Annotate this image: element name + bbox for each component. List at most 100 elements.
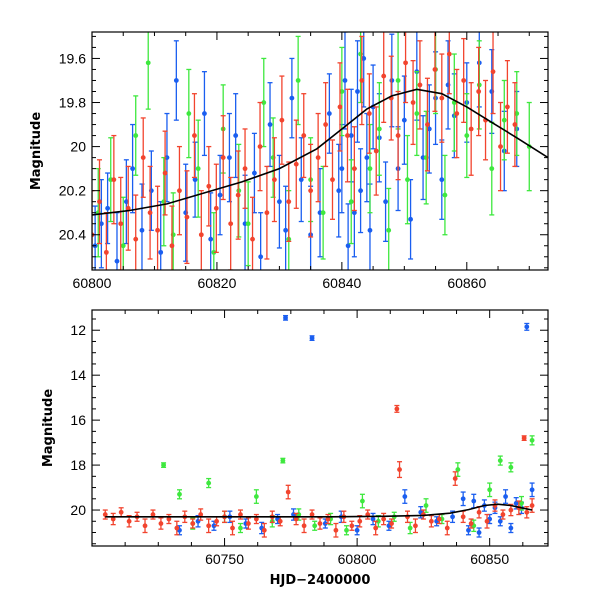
data-point xyxy=(455,467,461,472)
top-panel-zoomed-light-curve: 60800 60820 60840 60860 19.6 19.8 20 20.2 20.4 Ma… xyxy=(29,31,549,291)
data-point xyxy=(373,525,379,531)
data-point xyxy=(277,518,283,524)
data-point xyxy=(395,78,401,83)
data-point xyxy=(489,166,495,172)
data-point xyxy=(272,177,277,183)
y-tick-label: 18 xyxy=(70,457,86,473)
data-point xyxy=(158,521,164,526)
data-point xyxy=(428,518,434,524)
data-point xyxy=(252,170,257,176)
data-point xyxy=(130,166,136,172)
data-point xyxy=(466,527,471,533)
data-point xyxy=(158,249,164,255)
data-point xyxy=(242,166,248,172)
data-point xyxy=(145,60,151,66)
data-point xyxy=(120,243,126,249)
data-point xyxy=(407,525,413,531)
data-point xyxy=(336,188,342,194)
data-point xyxy=(357,518,363,524)
data-point xyxy=(283,315,288,321)
data-point xyxy=(402,494,408,499)
data-point xyxy=(186,111,192,116)
data-point xyxy=(233,133,239,138)
data-point xyxy=(103,249,109,255)
data-point xyxy=(358,188,364,194)
data-point xyxy=(361,56,367,61)
data-point xyxy=(206,523,212,529)
data-point xyxy=(330,177,335,183)
x-tick-label: 60840 xyxy=(322,275,361,291)
data-point xyxy=(105,205,111,211)
data-point xyxy=(214,518,220,524)
data-point xyxy=(198,232,204,238)
data-point xyxy=(125,205,131,211)
data-point xyxy=(323,122,329,127)
data-point xyxy=(114,258,120,264)
data-point xyxy=(217,192,223,198)
data-point xyxy=(471,498,477,504)
y-tick-label: 20.4 xyxy=(59,227,86,243)
data-point xyxy=(349,523,355,529)
y-tick-label: 19.8 xyxy=(59,95,86,111)
data-point xyxy=(123,199,129,205)
data-point xyxy=(322,521,328,526)
data-point xyxy=(413,523,418,529)
data-point xyxy=(309,512,315,517)
data-point xyxy=(452,476,458,481)
data-point xyxy=(195,166,201,172)
data-point xyxy=(235,192,241,198)
data-point xyxy=(512,122,518,127)
data-point xyxy=(342,78,348,83)
data-point xyxy=(238,512,243,517)
data-point xyxy=(464,133,470,138)
data-point xyxy=(206,480,212,486)
bottom-panel-full-light-curve: 60750 60800 60850 12 14 16 18 20 Magnitude HJD−24… xyxy=(41,309,549,588)
data-point xyxy=(389,521,394,526)
data-point xyxy=(529,437,535,443)
data-point xyxy=(366,111,372,116)
data-point xyxy=(355,89,360,94)
data-point xyxy=(500,512,506,517)
plot-area xyxy=(92,32,548,270)
data-point xyxy=(283,227,289,233)
data-point xyxy=(280,458,286,463)
data-point xyxy=(250,236,255,242)
data-point xyxy=(246,521,251,526)
data-point xyxy=(508,507,514,513)
data-point xyxy=(498,144,503,149)
data-point xyxy=(513,500,519,506)
data-point xyxy=(367,227,373,233)
data-point xyxy=(360,498,365,504)
data-point xyxy=(98,221,104,227)
data-point xyxy=(258,254,264,260)
data-point xyxy=(504,104,510,110)
data-point xyxy=(414,111,420,116)
data-point xyxy=(351,166,357,172)
data-point xyxy=(206,183,212,189)
data-point xyxy=(184,214,190,220)
data-point xyxy=(460,514,466,520)
data-point xyxy=(308,188,314,194)
data-point xyxy=(476,509,482,515)
data-point xyxy=(468,521,474,526)
data-point xyxy=(155,227,160,233)
data-point xyxy=(439,95,445,101)
data-point xyxy=(198,512,204,517)
data-point xyxy=(423,503,429,508)
y-axis-title: Magnitude xyxy=(29,112,44,191)
data-point xyxy=(253,516,259,522)
data-point xyxy=(97,199,102,205)
x-tick-label: 60800 xyxy=(73,275,112,291)
data-point xyxy=(442,192,448,198)
data-point xyxy=(298,177,304,183)
data-point xyxy=(524,509,530,515)
data-point xyxy=(293,516,299,522)
y-tick-label: 19.6 xyxy=(59,50,86,66)
data-point xyxy=(202,111,207,116)
data-point xyxy=(150,512,156,517)
data-point xyxy=(450,514,455,520)
series-0 xyxy=(92,32,520,270)
data-point xyxy=(301,523,307,529)
data-point xyxy=(405,177,410,183)
data-point xyxy=(276,199,282,205)
